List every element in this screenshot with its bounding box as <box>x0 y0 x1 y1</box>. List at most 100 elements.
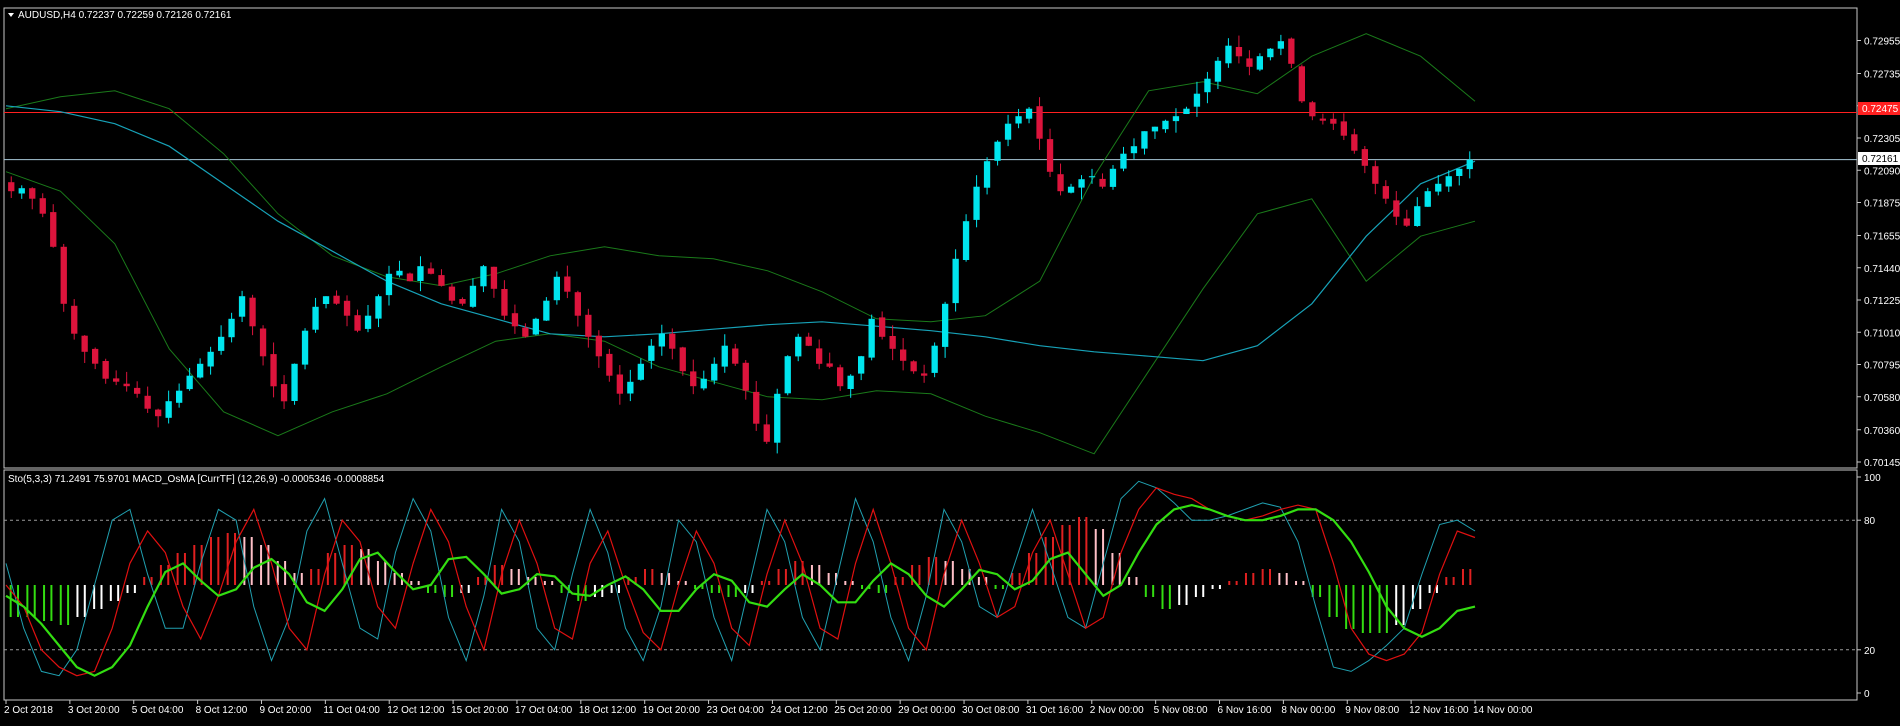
lower-bollinger-band <box>5 171 1476 455</box>
bear-candle <box>81 335 88 352</box>
bull-candle <box>1204 78 1211 93</box>
bull-candle <box>1172 116 1180 122</box>
bull-candle <box>176 390 183 403</box>
bear-candle <box>669 333 676 349</box>
price-panel <box>4 33 1857 455</box>
bull-candle <box>1078 179 1085 188</box>
bear-candle <box>1330 118 1337 124</box>
bull-candle <box>637 363 644 380</box>
bull-candle <box>238 296 246 317</box>
bull-candle <box>1414 206 1421 226</box>
bear-candle <box>134 387 141 394</box>
bear-candle <box>92 348 99 364</box>
collapse-triangle-icon[interactable] <box>8 13 14 17</box>
time-tick-label: 3 Oct 20:00 <box>68 705 120 716</box>
price-tick-label: 0.71010 <box>1864 328 1900 339</box>
bear-candle <box>1340 121 1347 136</box>
bear-candle <box>879 317 886 337</box>
bull-candle <box>658 333 665 347</box>
bear-candle <box>490 266 498 289</box>
bull-candle <box>553 276 560 301</box>
bull-candle <box>469 285 477 307</box>
bull-candle <box>364 315 372 329</box>
bear-candle <box>889 336 896 349</box>
bear-candle <box>343 300 351 316</box>
time-tick-label: 25 Oct 20:00 <box>834 705 892 716</box>
bear-candle <box>1351 134 1358 151</box>
bull-candle <box>931 345 938 373</box>
bull-candle <box>1267 48 1274 58</box>
indicator-tick-label: 20 <box>1864 646 1876 657</box>
bear-candle <box>1372 166 1379 184</box>
time-tick-label: 24 Oct 12:00 <box>770 705 828 716</box>
price-tick-label: 0.72305 <box>1864 134 1900 145</box>
time-tick-label: 2 Nov 00:00 <box>1090 705 1144 716</box>
bear-candle <box>921 373 928 376</box>
bear-candle <box>333 295 340 304</box>
bull-candle <box>1424 191 1431 207</box>
bull-candle <box>1435 183 1442 192</box>
time-tick-label: 14 Nov 00:00 <box>1473 705 1533 716</box>
bull-candle <box>700 378 707 389</box>
bear-candle <box>574 292 581 316</box>
price-tick-label: 0.70145 <box>1864 458 1900 469</box>
bull-candle <box>385 273 393 296</box>
bear-candle <box>837 367 844 387</box>
price-tick-label: 0.72090 <box>1864 166 1900 177</box>
time-tick-label: 12 Nov 16:00 <box>1409 705 1469 716</box>
bear-candle <box>595 335 602 357</box>
bear-candle <box>29 188 36 199</box>
price-tick-label: 0.70580 <box>1864 393 1900 404</box>
bear-candle <box>690 371 697 387</box>
bear-candle <box>1361 149 1368 166</box>
bear-candle <box>270 354 277 387</box>
time-tick-label: 9 Nov 08:00 <box>1345 705 1399 716</box>
time-tick-label: 31 Oct 16:00 <box>1026 705 1084 716</box>
bull-candle <box>795 336 802 357</box>
bull-candle <box>847 375 854 389</box>
bull-candle <box>228 318 235 338</box>
bull-candle <box>648 345 655 361</box>
bull-candle <box>532 318 539 335</box>
price-tick-label: 0.70360 <box>1864 426 1900 437</box>
bear-candle <box>144 395 151 409</box>
bull-candle <box>1015 116 1022 124</box>
bear-candle <box>1036 106 1043 139</box>
bear-candle <box>71 305 78 334</box>
bear-candle <box>249 297 256 327</box>
indicator-panel <box>4 480 1857 677</box>
main-panel-frame <box>3 7 1858 469</box>
bull-candle <box>1162 120 1169 130</box>
bull-candle <box>774 393 781 443</box>
upper-bollinger-band <box>5 33 1476 323</box>
bull-candle <box>1456 168 1463 176</box>
bear-candle <box>679 347 686 372</box>
price-tick-label: 0.71440 <box>1864 264 1900 275</box>
indicator-panel-frame <box>3 469 1858 701</box>
bull-candle <box>1256 56 1263 70</box>
main-panel-title: AUDUSD,H4 0.72237 0.72259 0.72126 0.7216… <box>18 10 232 21</box>
bear-candle <box>616 374 623 394</box>
time-tick-label: 8 Nov 00:00 <box>1281 705 1335 716</box>
bull-candle <box>1109 168 1117 187</box>
bull-candle <box>1151 126 1159 132</box>
bear-candle <box>1319 118 1326 121</box>
bull-candle <box>396 270 403 276</box>
time-axis: 2 Oct 2018 3 Oct 20:00 5 Oct 04:00 8 Oct 12… <box>4 700 1533 716</box>
bull-candle <box>627 381 634 394</box>
bear-candle <box>511 313 519 327</box>
bull-candle <box>480 266 487 287</box>
red-level-tag <box>1858 102 1900 115</box>
bear-candle <box>459 299 466 304</box>
bull-candle <box>1025 108 1033 119</box>
bear-candle <box>805 336 812 346</box>
bear-candle <box>60 246 67 304</box>
moving-average-line <box>5 105 1476 362</box>
bull-candle <box>18 188 25 194</box>
bear-candle <box>50 212 57 247</box>
bear-candle <box>501 289 508 316</box>
time-tick-label: 5 Nov 08:00 <box>1154 705 1208 716</box>
stochastic-signal-line <box>5 503 1476 677</box>
price-tick-label: 0.71655 <box>1864 232 1900 243</box>
